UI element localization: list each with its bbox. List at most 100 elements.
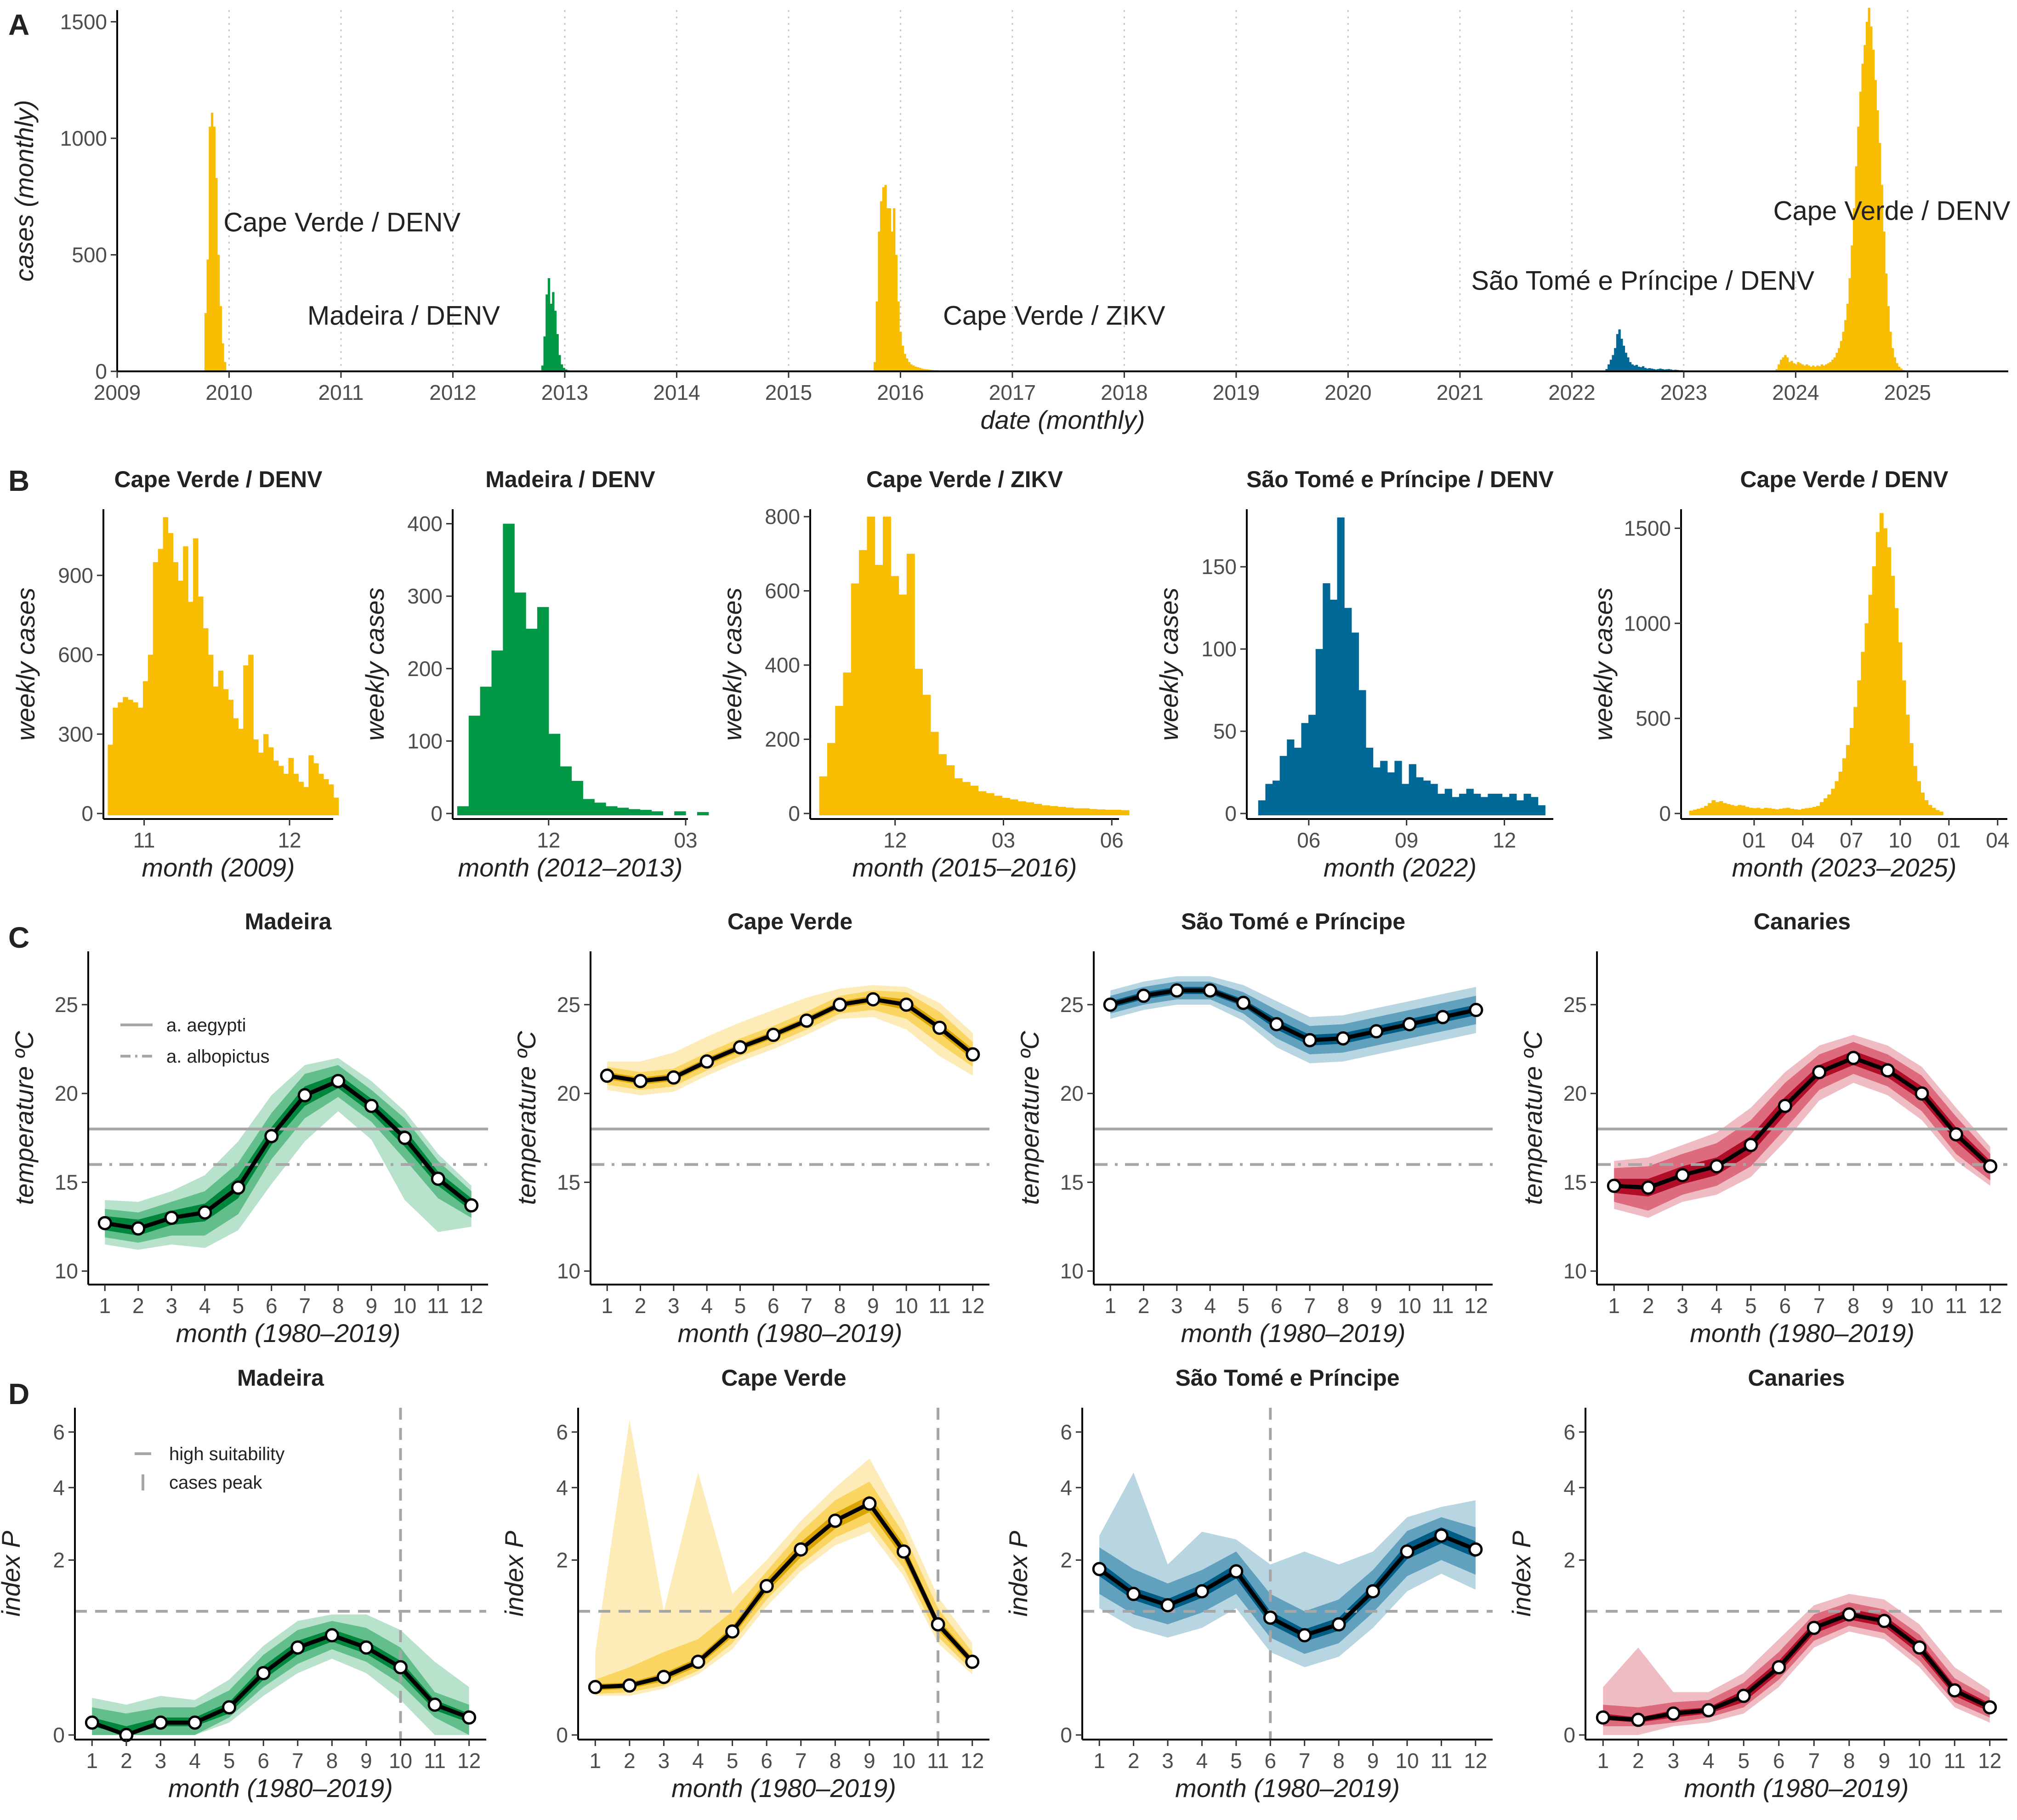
bar <box>1794 809 1798 815</box>
x-tick-label: 7 <box>292 1749 304 1773</box>
x-tick-label: 1 <box>86 1749 98 1773</box>
bar <box>1887 306 1890 371</box>
y-tick-label: 10 <box>1060 1259 1084 1283</box>
bar <box>1480 797 1488 815</box>
bar <box>843 672 852 815</box>
x-tick-label: 5 <box>223 1749 235 1773</box>
legend-label: cases peak <box>169 1473 262 1493</box>
bar <box>222 343 224 371</box>
bar <box>1097 809 1106 815</box>
x-tick-label: 2022 <box>1548 381 1595 404</box>
mean-point <box>633 1074 648 1088</box>
panel-b-4: 06 09 12 0 50 100 150 month (2022) weekly cases S… <box>1154 466 1554 882</box>
bar <box>1852 208 1856 371</box>
x-tick-label: 11 <box>424 1749 446 1773</box>
x-tick-label: 11 <box>929 1294 951 1318</box>
bar <box>1105 809 1114 815</box>
bar <box>209 126 211 371</box>
bar <box>123 697 128 815</box>
x-tick-label: 12 <box>961 1294 984 1318</box>
y-tick-label: 300 <box>58 722 93 746</box>
bar <box>1898 366 1901 371</box>
bar <box>133 702 138 815</box>
bar <box>1394 761 1402 815</box>
y-tick-label: 400 <box>407 512 443 536</box>
mean-point <box>85 1715 99 1730</box>
bar <box>233 718 239 815</box>
bar <box>910 364 913 371</box>
bar <box>1833 357 1836 371</box>
bar <box>697 812 709 815</box>
bar <box>925 369 928 371</box>
bar <box>884 185 887 371</box>
bar <box>318 774 324 815</box>
bar <box>906 358 909 371</box>
series-1 <box>541 278 574 371</box>
x-tick-label: 8 <box>830 1749 841 1773</box>
bar <box>1801 808 1806 815</box>
x-tick-label: 6 <box>1271 1294 1283 1318</box>
y-tick-label: 15 <box>1060 1170 1084 1194</box>
bar <box>1825 364 1828 371</box>
mean-point <box>1778 1098 1792 1113</box>
bar <box>1876 110 1879 371</box>
x-tick-label: 5 <box>1238 1294 1250 1318</box>
legend-label: high suitability <box>169 1444 284 1464</box>
x-tick-label: 9 <box>1367 1749 1379 1773</box>
bar <box>1812 365 1815 371</box>
bar <box>158 549 164 815</box>
x-tick-label: 3 <box>155 1749 167 1773</box>
bar <box>1868 7 1870 372</box>
y-tick-label: 4 <box>1060 1476 1072 1500</box>
bar <box>880 201 883 371</box>
bar <box>891 231 893 371</box>
bar <box>1864 623 1869 815</box>
x-tick-label: 10 <box>1398 1294 1421 1318</box>
outbreak-label: Madeira / DENV <box>307 301 500 331</box>
x-axis-label: month (1980–2019) <box>176 1319 401 1348</box>
series-2 <box>874 185 960 371</box>
bar <box>1913 766 1917 815</box>
bar <box>1805 808 1809 815</box>
y-tick-label: 0 <box>1225 802 1237 825</box>
bar <box>1614 348 1617 371</box>
bar <box>1380 761 1388 815</box>
bar <box>118 702 123 815</box>
mean-point <box>899 997 914 1012</box>
bar <box>1868 595 1873 815</box>
bar <box>1050 806 1058 815</box>
bar <box>303 787 309 815</box>
bar <box>308 755 314 815</box>
x-tick-label: 10 <box>393 1294 416 1318</box>
x-tick-label: 7 <box>1813 1294 1825 1318</box>
bar <box>1640 367 1642 371</box>
x-tick-label: 4 <box>1204 1294 1216 1318</box>
y-tick-label: 4 <box>556 1476 568 1500</box>
x-tick-label: 6 <box>767 1294 779 1318</box>
y-tick-label: 300 <box>407 584 443 608</box>
bar <box>914 366 917 371</box>
y-tick-label: 10 <box>557 1259 580 1283</box>
x-tick-label: 9 <box>864 1749 875 1773</box>
bar <box>1924 800 1929 815</box>
x-tick-label: 06 <box>1297 828 1320 852</box>
panel-a: Cape Verde / DENV Madeira / DENV Cape Verd… <box>10 7 2011 434</box>
bar <box>138 707 143 815</box>
bar <box>1730 805 1734 815</box>
y-tick-label: 0 <box>556 1723 568 1747</box>
y-tick-label: 2 <box>1060 1548 1072 1572</box>
x-tick-label: 2018 <box>1101 381 1148 404</box>
x-tick-label: 12 <box>960 1749 984 1773</box>
mean-point <box>1302 1033 1317 1047</box>
bar <box>198 596 204 815</box>
bar <box>1829 362 1832 371</box>
mean-point <box>1877 1614 1892 1628</box>
bar <box>1820 802 1824 815</box>
bar <box>1881 185 1883 371</box>
y-tick-label: 600 <box>58 643 93 667</box>
bar <box>1935 810 1940 815</box>
bar <box>1121 810 1130 815</box>
bar <box>550 303 552 371</box>
y-tick-label: 200 <box>765 728 800 751</box>
